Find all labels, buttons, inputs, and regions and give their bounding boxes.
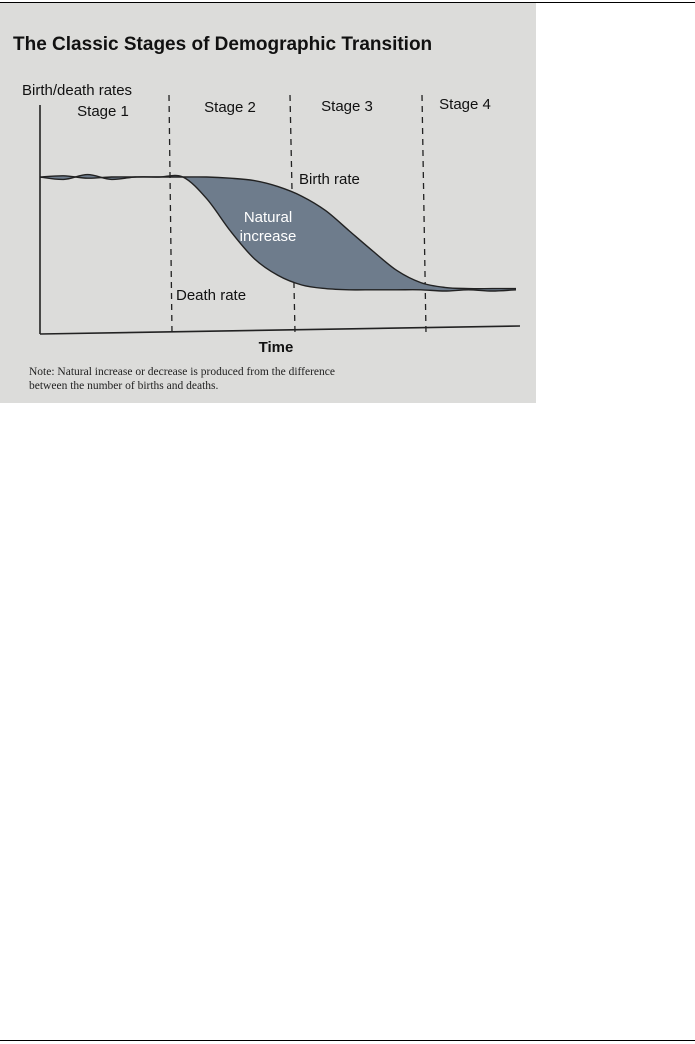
death-rate-label: Death rate [176,287,246,304]
stage-label-4: Stage 4 [439,96,491,113]
birth-rate-line [39,175,516,290]
natural-increase-label-line2: increase [240,228,297,245]
stage-label-1: Stage 1 [77,103,129,120]
stage-divider-3 [421,94,427,334]
note-line-1: Note: Natural increase or decrease is pr… [29,366,335,378]
top-rule [0,2,695,3]
x-axis-label: Time [259,339,294,356]
stage-divider-1 [168,94,173,334]
stage-divider-2 [289,94,296,334]
natural-increase-label-line1: Natural [244,209,292,226]
chart-title: The Classic Stages of Demographic Transi… [13,34,432,55]
birth-rate-label: Birth rate [299,171,360,188]
stage-label-2: Stage 2 [204,99,256,116]
death-rate-line [39,173,517,292]
natural-increase-area [40,174,516,291]
chart-svg: The Classic Stages of Demographic Transi… [13,34,521,392]
note-line-2: between the number of births and deaths. [29,380,218,392]
demographic-transition-figure: The Classic Stages of Demographic Transi… [0,3,536,403]
y-axis-label: Birth/death rates [22,82,132,99]
x-axis [39,325,521,335]
bottom-rule [0,1040,695,1041]
stage-label-3: Stage 3 [321,98,373,115]
